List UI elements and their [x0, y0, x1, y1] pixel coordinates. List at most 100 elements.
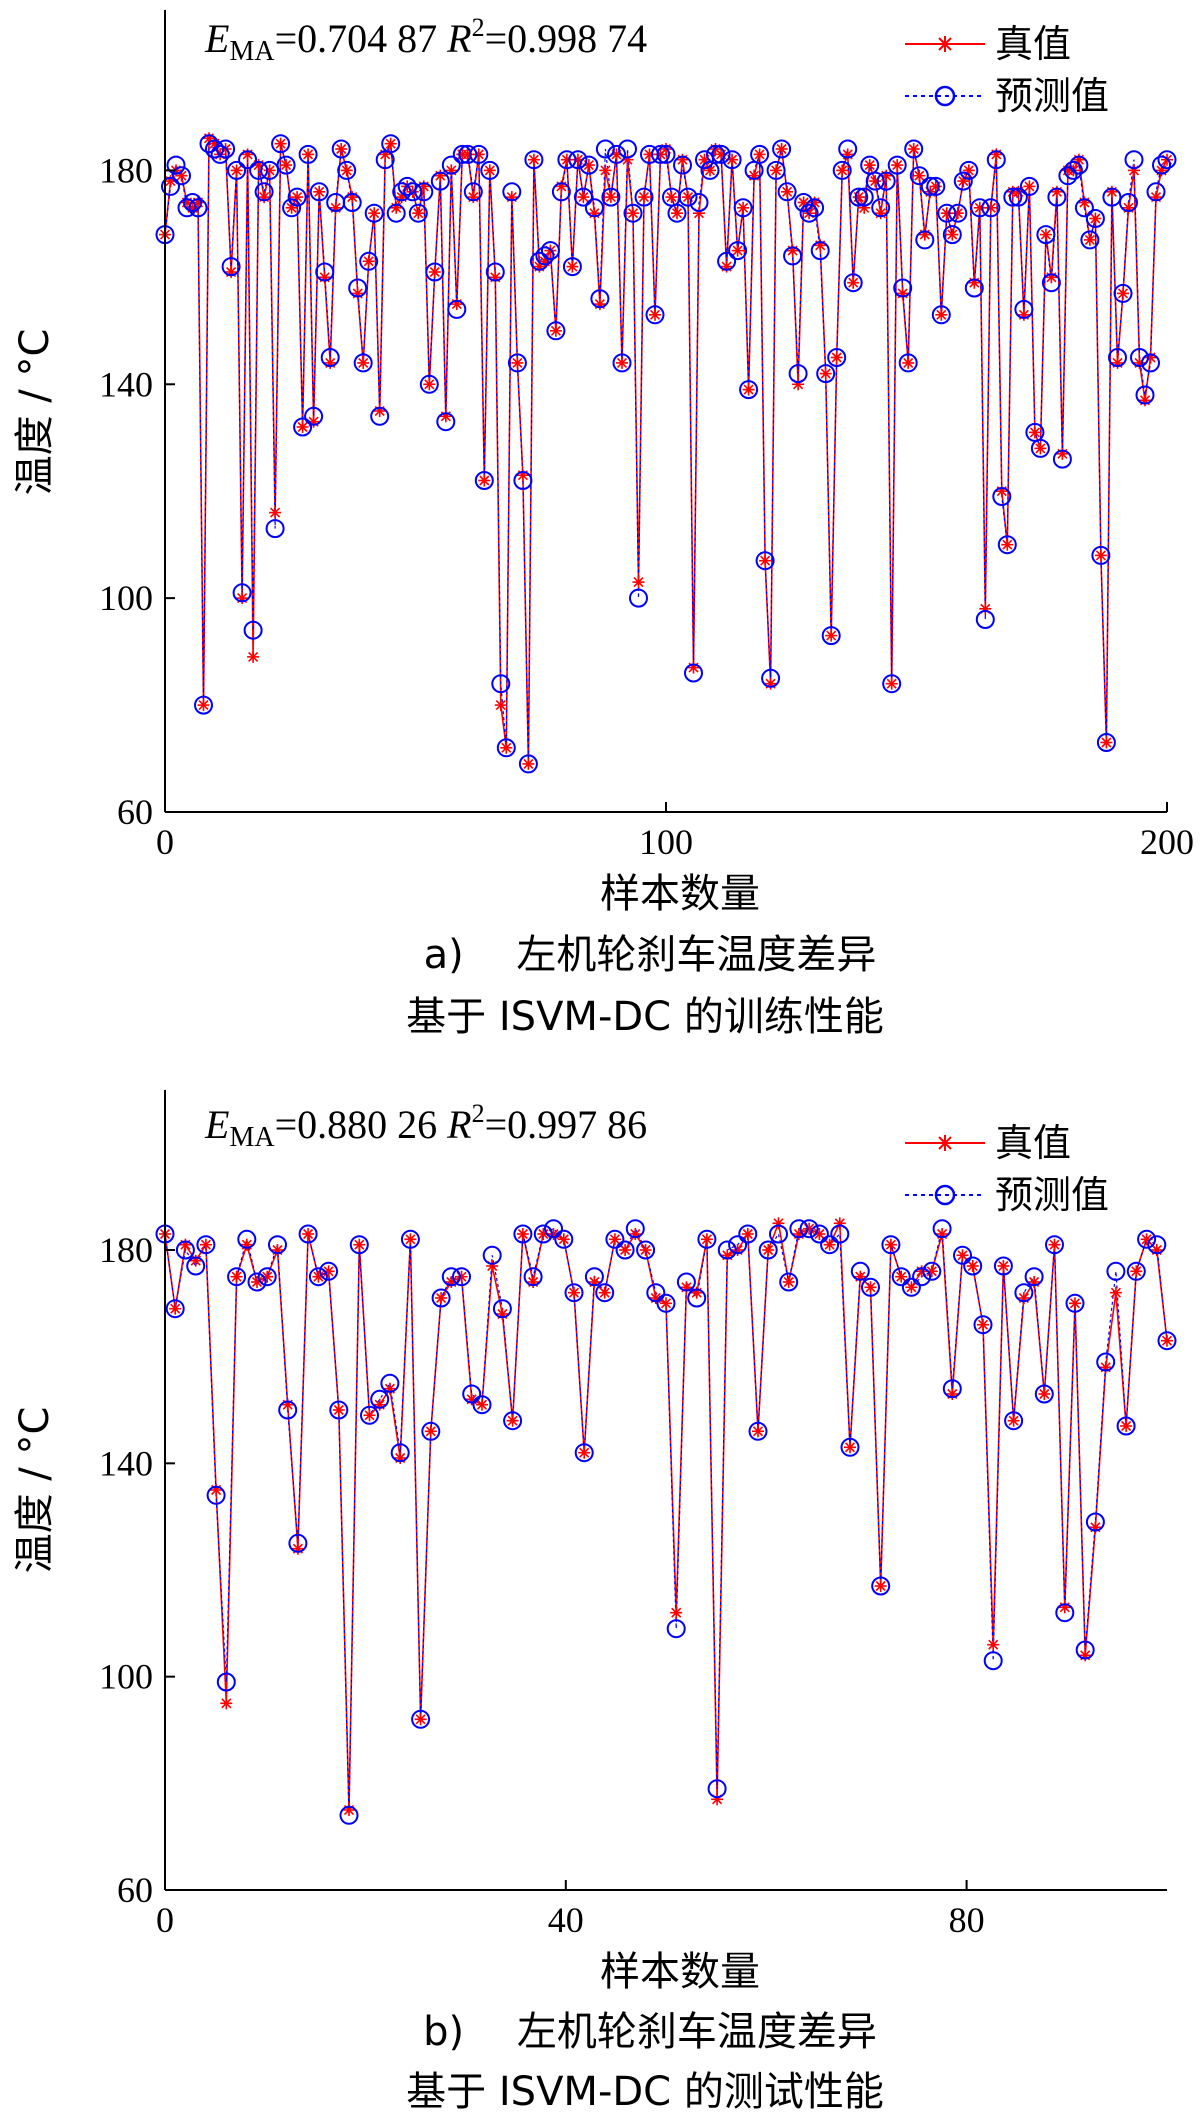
panel-a-pred-point [607, 144, 626, 164]
panel-b-legend-true-label: 真值 [995, 1121, 1071, 1165]
panel-a-pred-point [1130, 348, 1149, 367]
panel-a-pred-point [1152, 155, 1171, 175]
panel-b-pred-point [237, 1229, 257, 1249]
panel-b-pred-point [881, 1235, 901, 1255]
panel-a-pred-point [177, 198, 197, 218]
panel-b-true-point [700, 1233, 713, 1246]
panel-a-legend-pred-label: 预测值 [995, 74, 1109, 118]
panel-b-pred-point [1116, 1416, 1136, 1436]
panel-a-pred-point [166, 155, 186, 175]
panel-a-true-point [230, 164, 243, 177]
panel-b-pred-point [186, 1256, 206, 1276]
panel-a-pred-point [733, 198, 753, 218]
panel-b-true-point [1038, 1388, 1051, 1400]
panel-b-pred-point [411, 1709, 431, 1729]
panel-b: 60 100 140 180 0 40 80 EMA=0.880 26 R2=0.997 8… [12, 1090, 1177, 2115]
panel-a-pred-point [673, 155, 692, 175]
panel-b-true-point [291, 1542, 304, 1555]
panel-b-pred-point [216, 1672, 236, 1692]
panel-a-pred-point [304, 406, 324, 426]
panel-a-true-point [522, 757, 535, 770]
panel-a-true-point [1089, 212, 1102, 225]
panel-b-pred-point [1147, 1235, 1167, 1255]
panel-a-true-point [549, 324, 562, 337]
panel-a-true-point [351, 287, 364, 300]
panel-b-pred-point [636, 1240, 656, 1260]
panel-b-true-point [782, 1276, 795, 1288]
panel-b-true-point [220, 1697, 233, 1710]
panel-b-pred-point [441, 1267, 461, 1287]
panel-b-pred-point [983, 1651, 1003, 1671]
panel-a-pred-point [1119, 193, 1138, 212]
panel-a-pred-point [959, 160, 979, 180]
panel-a-pred-point [1036, 225, 1056, 245]
panel-a-true-point [841, 148, 854, 161]
panel-b-legend-pred-marker [905, 1184, 985, 1206]
panel-b-pred-point [861, 1277, 880, 1297]
panel-a-pred-point [937, 203, 957, 223]
panel-a-pred-point [474, 471, 494, 490]
panel-b-ytick-label: 60 [117, 1870, 153, 1910]
panel-a-pred-point [595, 139, 615, 159]
panel-a-pred-point [337, 160, 357, 180]
panel-b-true-point [977, 1318, 989, 1331]
panel-a-pred-point [1019, 176, 1039, 196]
panel-b-pred-point [942, 1379, 962, 1399]
panel-a-pred-point [909, 166, 929, 186]
panel-b-pred-point [1004, 1411, 1024, 1431]
panel-a-ytick-label: 60 [117, 792, 153, 832]
panel-a-ema-value: =0.704 87 [275, 16, 438, 61]
panel-b-pred-point [779, 1272, 799, 1292]
panel-a-true-point [907, 143, 920, 155]
panel-b-true-point [987, 1638, 1000, 1651]
panel-a-pred-point [584, 198, 604, 218]
panel-a-pred-point [964, 278, 984, 298]
panel-a-true-point [1111, 356, 1124, 369]
panel-b-pred-point [544, 1219, 563, 1239]
panel-b-pred-point [1126, 1261, 1146, 1281]
panel-a-legend-pred-marker [905, 85, 985, 107]
panel-a-pred-point [1003, 187, 1023, 207]
panel-a-pred-point [1014, 299, 1034, 319]
panel-a-true-point [384, 137, 397, 150]
panel-b-true-point [435, 1292, 448, 1304]
panel-a-true-point [1039, 228, 1052, 241]
panel-a-pred-point [348, 278, 368, 298]
panel-b-pred-point [1157, 1331, 1177, 1351]
panel-a-true-point [1001, 538, 1014, 551]
panel-a-pred-point [309, 182, 329, 202]
panel-a-pred-point [1096, 733, 1116, 752]
panel-a-true-point [511, 356, 524, 369]
panel-b-true-point [230, 1270, 243, 1283]
panel-b-pred-point [973, 1315, 993, 1335]
panel-b-true-point [884, 1238, 897, 1251]
panel-b-pred-point [1137, 1229, 1157, 1249]
panel-a-true-point [764, 677, 777, 690]
panel-a-pred-point [546, 321, 566, 341]
panel-b-true-point [1161, 1334, 1173, 1347]
panel-b-pred-point [1014, 1283, 1034, 1303]
panel-b-pred-point [513, 1224, 533, 1244]
panel-b-xtick-label: 80 [949, 1900, 985, 1940]
panel-b-xtick-label: 0 [156, 1900, 174, 1940]
panel-b-pred-point [912, 1267, 932, 1287]
panel-a-pred-point [810, 241, 830, 261]
panel-a-pred-point [408, 203, 428, 223]
panel-a-true-point [616, 356, 628, 369]
panel-b-true-point [302, 1228, 315, 1240]
panel-b-true-point [608, 1233, 621, 1246]
panel-a-true-point [627, 207, 639, 220]
panel-b-pred-point [206, 1485, 226, 1505]
panel-b-pred-point [1106, 1261, 1126, 1281]
panel-a-true-point [781, 185, 794, 198]
panel-a-pred-point [739, 380, 759, 400]
panel-b-pred-point [452, 1267, 471, 1287]
panel-a-pred-point [458, 144, 478, 164]
panel-a-true-point [737, 201, 750, 214]
panel-a-pred-point [728, 241, 748, 261]
panel-a-r2-value: =0.998 74 [485, 16, 648, 61]
panel-a-true-point [197, 699, 210, 712]
panel-a-pred-point [805, 198, 825, 218]
panel-b-pred-point [728, 1235, 748, 1255]
panel-a-true-point [742, 383, 755, 396]
